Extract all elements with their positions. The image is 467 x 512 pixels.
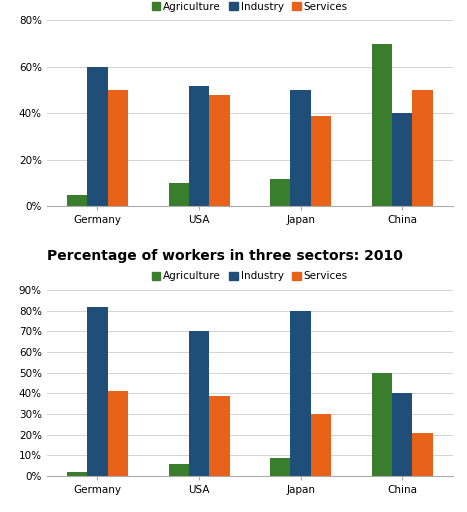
Bar [108, 90, 128, 206]
Bar [67, 472, 87, 476]
Bar [412, 433, 433, 476]
Bar [290, 90, 311, 206]
Bar [209, 396, 230, 476]
Bar [169, 183, 189, 206]
Bar [270, 458, 290, 476]
Bar [392, 114, 412, 206]
Legend: Agriculture, Industry, Services: Agriculture, Industry, Services [152, 271, 348, 281]
Legend: Agriculture, Industry, Services: Agriculture, Industry, Services [152, 2, 348, 11]
Text: Percentage of workers in three sectors: 2010: Percentage of workers in three sectors: … [47, 249, 403, 263]
Bar [87, 307, 108, 476]
Bar [311, 116, 331, 206]
Bar [372, 44, 392, 206]
Bar [67, 195, 87, 206]
Bar [108, 392, 128, 476]
Bar [290, 311, 311, 476]
Bar [412, 90, 433, 206]
Bar [209, 95, 230, 206]
Bar [189, 86, 209, 206]
Bar [372, 373, 392, 476]
Bar [392, 394, 412, 476]
Bar [189, 331, 209, 476]
Bar [169, 464, 189, 476]
Bar [311, 414, 331, 476]
Bar [270, 179, 290, 206]
Bar [87, 67, 108, 206]
